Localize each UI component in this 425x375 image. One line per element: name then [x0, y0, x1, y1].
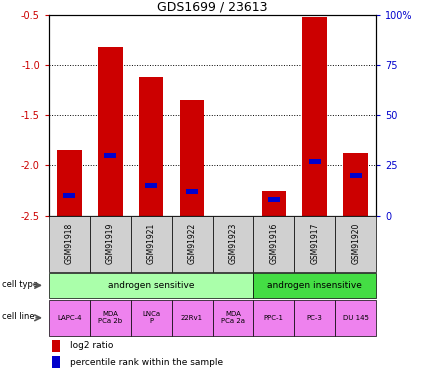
Bar — [186, 189, 198, 194]
Bar — [172, 300, 212, 336]
Bar — [57, 150, 82, 216]
Bar — [212, 216, 253, 272]
Bar — [49, 300, 90, 336]
Text: GSM91918: GSM91918 — [65, 223, 74, 264]
Text: MDA
PCa 2a: MDA PCa 2a — [221, 311, 245, 324]
Text: DU 145: DU 145 — [343, 315, 368, 321]
Text: 22Rv1: 22Rv1 — [181, 315, 203, 321]
Bar — [261, 190, 286, 216]
Bar — [63, 193, 76, 198]
Bar — [349, 173, 362, 178]
Text: GSM91922: GSM91922 — [187, 223, 196, 264]
Bar — [309, 159, 321, 164]
Text: LAPC-4: LAPC-4 — [57, 315, 82, 321]
Bar — [90, 300, 131, 336]
Text: GSM91923: GSM91923 — [229, 223, 238, 264]
Text: percentile rank within the sample: percentile rank within the sample — [70, 358, 223, 367]
Bar — [172, 216, 212, 272]
Text: MDA
PCa 2b: MDA PCa 2b — [98, 311, 122, 324]
Bar — [294, 300, 335, 336]
Bar — [294, 216, 335, 272]
Bar — [145, 183, 157, 188]
Bar — [253, 216, 294, 272]
Text: androgen sensitive: androgen sensitive — [108, 281, 194, 290]
Bar — [49, 216, 90, 272]
Text: GSM91917: GSM91917 — [310, 223, 319, 264]
Bar — [343, 153, 368, 216]
Bar — [90, 216, 131, 272]
Bar — [131, 216, 172, 272]
Bar — [180, 100, 204, 216]
Title: GDS1699 / 23613: GDS1699 / 23613 — [157, 1, 268, 14]
Bar — [49, 273, 253, 298]
Text: PC-3: PC-3 — [307, 315, 323, 321]
Text: GSM91919: GSM91919 — [106, 223, 115, 264]
Text: log2 ratio: log2 ratio — [70, 341, 113, 350]
Bar — [253, 273, 376, 298]
Text: GSM91921: GSM91921 — [147, 223, 156, 264]
Bar — [335, 216, 376, 272]
Bar — [268, 197, 280, 202]
Text: cell line: cell line — [3, 312, 35, 321]
Bar — [104, 153, 116, 158]
Bar — [52, 356, 60, 368]
Bar — [212, 300, 253, 336]
Bar — [131, 300, 172, 336]
Bar — [253, 300, 294, 336]
Bar — [98, 47, 122, 216]
Text: PPC-1: PPC-1 — [264, 315, 284, 321]
Bar — [303, 17, 327, 216]
Text: cell type: cell type — [3, 280, 39, 289]
Text: GSM91916: GSM91916 — [269, 223, 278, 264]
Text: LNCa
P: LNCa P — [142, 311, 160, 324]
Text: GSM91920: GSM91920 — [351, 223, 360, 264]
Bar — [52, 340, 60, 352]
Bar — [139, 77, 163, 216]
Bar — [335, 300, 376, 336]
Text: androgen insensitive: androgen insensitive — [267, 281, 362, 290]
